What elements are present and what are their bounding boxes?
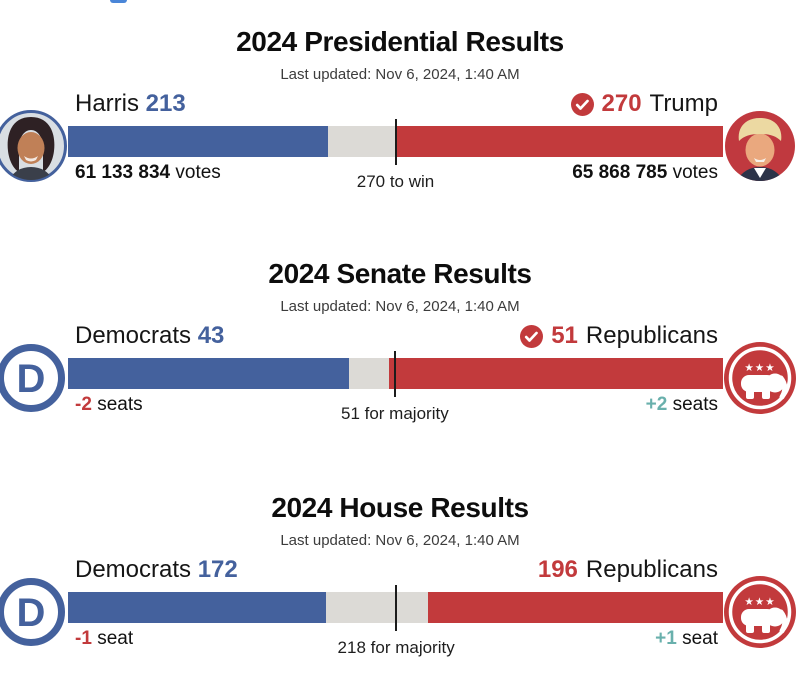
last-updated-senate: Last updated: Nov 6, 2024, 1:40 AM <box>280 298 520 315</box>
republican-elephant-logo: ★★★ <box>724 576 796 648</box>
senate-results-section: 2024 Senate Results Last updated: Nov 6,… <box>0 258 800 458</box>
trump-votes-label: votes <box>672 162 718 183</box>
house-dem-label: Democrats 172 <box>75 555 238 585</box>
trump-votes: 65 868 785 votes <box>572 162 718 184</box>
majority-label: 51 for majority <box>340 404 449 423</box>
dem-bar-fill <box>68 358 349 389</box>
senate-dem-change-label: seats <box>97 394 143 415</box>
republican-elephant-logo: ★★★ <box>724 342 796 414</box>
senate-dem-change-value: -2 <box>75 394 92 415</box>
house-dem-seats: 172 <box>197 556 238 583</box>
senate-rep-change-label: seats <box>672 394 718 415</box>
harris-electoral-votes: 213 <box>145 90 186 117</box>
house-rep-change: +1 seat <box>655 628 718 650</box>
trump-votes-value: 65 868 785 <box>572 162 668 183</box>
majority-label: 218 for majority <box>337 638 455 657</box>
senate-rep-change-value: +2 <box>645 394 668 415</box>
democrat-d-letter: D <box>17 591 46 635</box>
election-results-page: { "colors": { "dem_blue": "#44619D", "re… <box>0 0 800 657</box>
stars-icon: ★★★ <box>744 362 775 374</box>
harris-label: Harris 213 <box>75 89 186 119</box>
senate-rep-change: +2 seats <box>646 394 718 416</box>
majority-tick <box>395 585 398 631</box>
senate-dem-label: Democrats 43 <box>75 321 224 351</box>
senate-dem-seats: 43 <box>197 322 225 349</box>
house-dem-change-value: -1 <box>75 628 92 649</box>
senate-rep-seats: 51 <box>551 322 578 349</box>
house-results-section: 2024 House Results Last updated: Nov 6, … <box>0 492 800 692</box>
majority-tick <box>393 351 396 397</box>
house-dem-change: -1 seat <box>75 628 133 650</box>
presidential-bar: 270 to win <box>68 119 723 191</box>
house-rep-seats: 196 <box>537 556 578 583</box>
harris-votes-value: 61 133 834 <box>75 162 171 183</box>
rep-bar-fill <box>388 358 723 389</box>
harris-name: Harris <box>75 90 139 117</box>
trump-photo <box>724 110 796 182</box>
house-rep-label: 196 Republicans <box>538 555 718 585</box>
house-dem-name: Democrats <box>75 556 192 583</box>
section-title-house: 2024 House Results <box>271 492 529 523</box>
senate-rep-name: Republicans <box>585 322 718 349</box>
democrat-d-letter: D <box>17 357 46 401</box>
house-bar: 218 for majority <box>68 585 723 657</box>
win-threshold-tick <box>394 119 397 165</box>
clipped-element-artifact <box>110 0 127 3</box>
senate-dem-change: -2 seats <box>75 394 143 416</box>
senate-rep-label: 51 Republicans <box>520 321 718 351</box>
dem-bar-fill <box>68 592 327 623</box>
house-rep-change-label: seat <box>682 628 718 649</box>
win-threshold-label: 270 to win <box>356 172 435 191</box>
harris-photo <box>0 110 67 182</box>
last-updated-house: Last updated: Nov 6, 2024, 1:40 AM <box>280 532 520 549</box>
section-title-senate: 2024 Senate Results <box>268 258 532 289</box>
section-title-presidential: 2024 Presidential Results <box>236 26 564 57</box>
dem-bar-fill <box>68 126 329 157</box>
harris-votes: 61 133 834 votes <box>75 162 221 184</box>
last-updated-presidential: Last updated: Nov 6, 2024, 1:40 AM <box>280 66 520 83</box>
house-dem-change-label: seat <box>97 628 134 649</box>
presidential-results-section: 2024 Presidential Results Last updated: … <box>0 26 800 226</box>
democrat-logo: D <box>0 576 67 648</box>
house-rep-change-value: +1 <box>655 628 677 649</box>
senate-bar: 51 for majority <box>68 351 723 423</box>
senate-dem-name: Democrats <box>75 322 192 349</box>
rep-bar-fill <box>396 126 723 157</box>
winner-check-icon <box>520 324 544 348</box>
democrat-logo: D <box>0 342 67 414</box>
stars-icon: ★★★ <box>744 596 775 608</box>
rep-bar-fill <box>428 592 723 623</box>
harris-votes-label: votes <box>175 162 221 183</box>
winner-check-icon <box>570 92 594 116</box>
trump-electoral-votes: 270 <box>601 90 642 117</box>
trump-label: 270 Trump <box>570 89 718 119</box>
house-rep-name: Republicans <box>585 556 718 583</box>
trump-name: Trump <box>649 90 718 117</box>
